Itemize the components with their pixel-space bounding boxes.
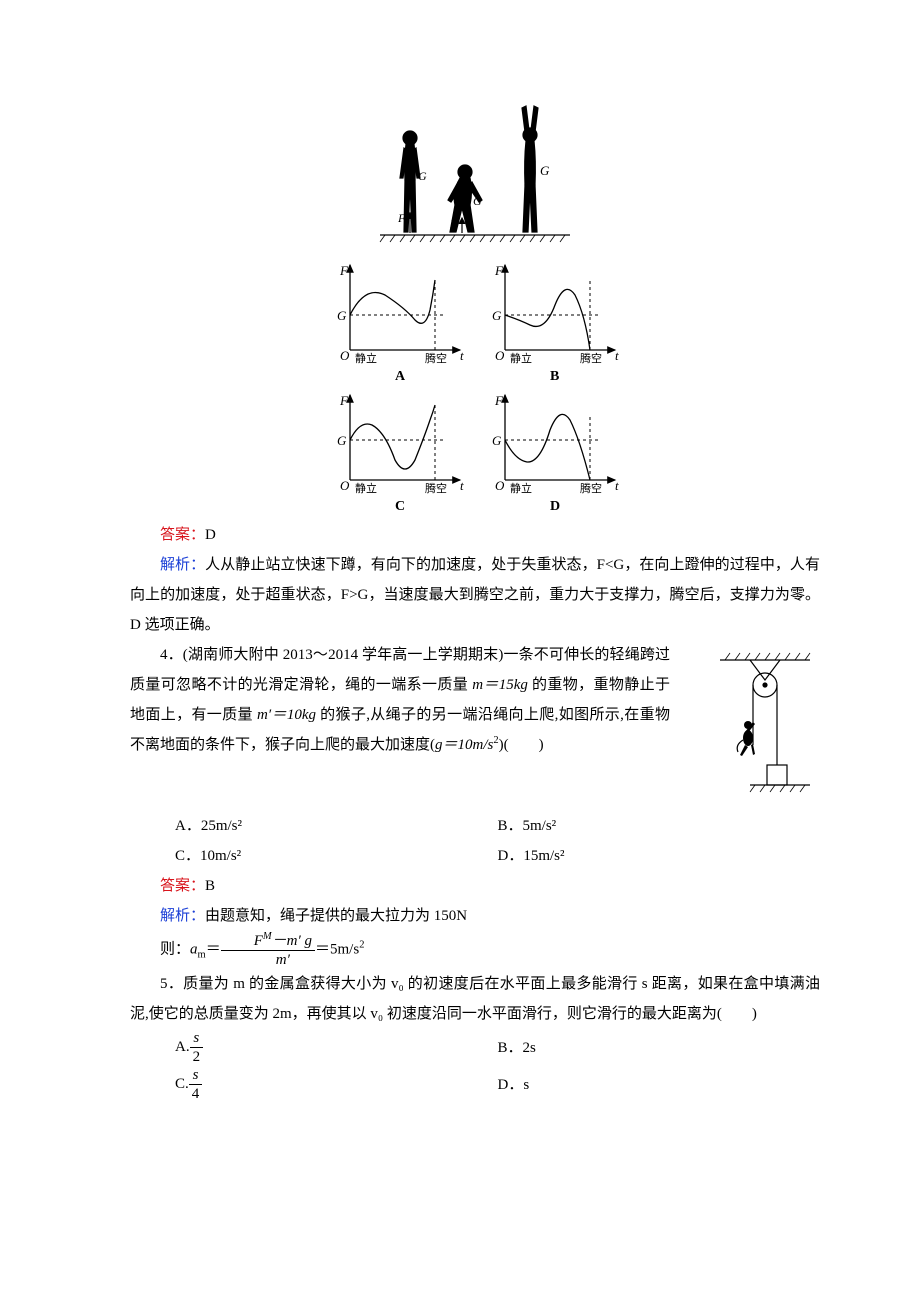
- q3-answer: 答案：D: [130, 520, 820, 550]
- pose1-f: F: [397, 211, 406, 225]
- svg-text:静立: 静立: [355, 481, 377, 495]
- q3-analysis-text: 人从静止站立快速下蹲，有向下的加速度，处于失重状态，F<G，在向上蹬伸的过程中，…: [130, 557, 820, 633]
- figure-poses: G F G F G: [130, 100, 820, 250]
- q4-block: 4．(湖南师大附中 2013～2014 学年高一上学期期末)一条不可伸长的轻绳跨…: [130, 640, 820, 811]
- q4-opt-c: C．10m/s²: [175, 841, 498, 871]
- q5-opt-d: D．s: [498, 1070, 821, 1100]
- q4-stem: 4．(湖南师大附中 2013～2014 学年高一上学期期末)一条不可伸长的轻绳跨…: [130, 640, 670, 760]
- pose2-f: F: [449, 217, 458, 231]
- figure-charts: F G O t 静立 腾空 A F G O t 静立 腾空 B F G O t …: [130, 260, 820, 510]
- svg-text:腾空: 腾空: [425, 351, 447, 365]
- charts-svg: F G O t 静立 腾空 A F G O t 静立 腾空 B F G O t …: [320, 260, 630, 510]
- q5-options-row1: A.s2 B．2s: [130, 1029, 820, 1066]
- analysis-label: 解析：: [160, 557, 205, 573]
- q4-figure: [670, 640, 820, 811]
- q5-opt-c: C.s4: [175, 1066, 498, 1103]
- svg-text:B: B: [550, 369, 559, 384]
- svg-text:D: D: [550, 499, 560, 510]
- svg-text:t: t: [460, 348, 464, 363]
- svg-text:静立: 静立: [355, 351, 377, 365]
- answer-label: 答案：: [160, 527, 205, 543]
- svg-text:G: G: [492, 308, 502, 323]
- q4-answer: 答案：B: [130, 871, 820, 901]
- pose3-g: G: [540, 163, 550, 178]
- q4-options-row1: A．25m/s² B．5m/s²: [130, 811, 820, 841]
- q5-options-row2: C.s4 D．s: [130, 1066, 820, 1103]
- poses-svg: G F G F G: [370, 100, 580, 250]
- svg-text:F: F: [494, 393, 504, 408]
- svg-text:t: t: [615, 348, 619, 363]
- q4-opt-d: D．15m/s²: [498, 841, 821, 871]
- svg-text:O: O: [340, 348, 350, 363]
- svg-text:腾空: 腾空: [425, 481, 447, 495]
- q4-analysis-2: 则：am＝FM－m′ gm′＝5m/s2: [130, 931, 820, 969]
- svg-text:静立: 静立: [510, 351, 532, 365]
- svg-text:G: G: [337, 433, 347, 448]
- q5-opt-a: A.s2: [175, 1029, 498, 1066]
- svg-text:O: O: [340, 478, 350, 493]
- svg-text:静立: 静立: [510, 481, 532, 495]
- pose1-g: G: [418, 169, 427, 183]
- svg-text:O: O: [495, 478, 505, 493]
- q5-stem: 5．质量为 m 的金属盒获得大小为 v₀ 的初速度后在水平面上最多能滑行 s 距…: [130, 969, 820, 1029]
- q4-frac-den: m′: [221, 951, 315, 969]
- svg-text:A: A: [395, 369, 406, 384]
- q4-opt-a: A．25m/s²: [175, 811, 498, 841]
- q4-opt-b: B．5m/s²: [498, 811, 821, 841]
- svg-text:腾空: 腾空: [580, 481, 602, 495]
- svg-text:C: C: [395, 499, 405, 510]
- svg-text:O: O: [495, 348, 505, 363]
- svg-text:F: F: [339, 393, 349, 408]
- q4-options-row2: C．10m/s² D．15m/s²: [130, 841, 820, 871]
- q5-opt-b: B．2s: [498, 1033, 821, 1063]
- q3-answer-value: D: [205, 527, 216, 543]
- svg-text:G: G: [337, 308, 347, 323]
- svg-text:F: F: [339, 263, 349, 278]
- svg-text:G: G: [492, 433, 502, 448]
- q3-analysis: 解析：人从静止站立快速下蹲，有向下的加速度，处于失重状态，F<G，在向上蹬伸的过…: [130, 550, 820, 640]
- svg-text:腾空: 腾空: [580, 351, 602, 365]
- q4-frac-num: FM－m′ g: [221, 931, 315, 951]
- svg-text:t: t: [460, 478, 464, 493]
- svg-text:t: t: [615, 478, 619, 493]
- q4-analysis-1: 解析：由题意知，绳子提供的最大拉力为 150N: [130, 901, 820, 931]
- pose2-g: G: [473, 194, 482, 208]
- svg-text:F: F: [494, 263, 504, 278]
